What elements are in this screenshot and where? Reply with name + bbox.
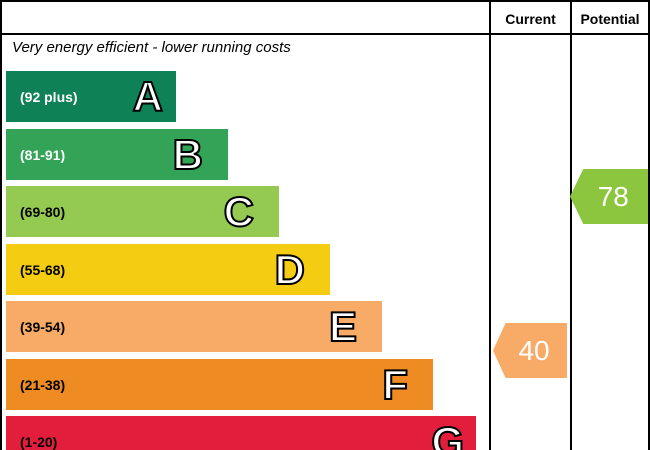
band-row-e: (39-54) E [6,301,382,352]
header-divider-line [2,33,648,35]
band-letter: C [223,187,255,235]
band-letter: A [132,72,164,120]
band-letter: B [172,130,204,178]
band-letter: F [381,360,409,408]
band-letter: G [430,417,465,450]
top-caption: Very energy efficient - lower running co… [12,39,291,56]
band-range-label: (69-80) [20,203,66,220]
band-row-c: (69-80) C [6,186,279,237]
potential-rating-value: 78 [597,180,629,212]
current-column-header: Current [505,11,556,27]
band-range-label: (55-68) [20,261,66,278]
potential-column-divider [570,2,572,450]
current-rating-value: 40 [518,334,550,366]
current-rating-arrow: 40 [493,323,567,378]
band-row-f: (21-38) F [6,359,433,410]
band-range-label: (21-38) [20,376,66,393]
potential-column-header: Potential [580,11,640,27]
potential-rating-arrow: 78 [570,169,648,224]
band-row-d: (55-68) D [6,244,330,295]
band-range-label: (39-54) [20,318,66,335]
band-range-label: (1-20) [20,433,58,450]
band-range-label: (81-91) [20,146,66,163]
band-row-g: (1-20) G [6,416,476,450]
band-row-a: (92 plus) A [6,71,176,122]
band-letter: E [328,302,358,350]
band-row-b: (81-91) B [6,129,228,180]
current-column-divider [489,2,491,450]
band-range-label: (92 plus) [20,88,78,105]
band-letter: D [274,245,306,293]
